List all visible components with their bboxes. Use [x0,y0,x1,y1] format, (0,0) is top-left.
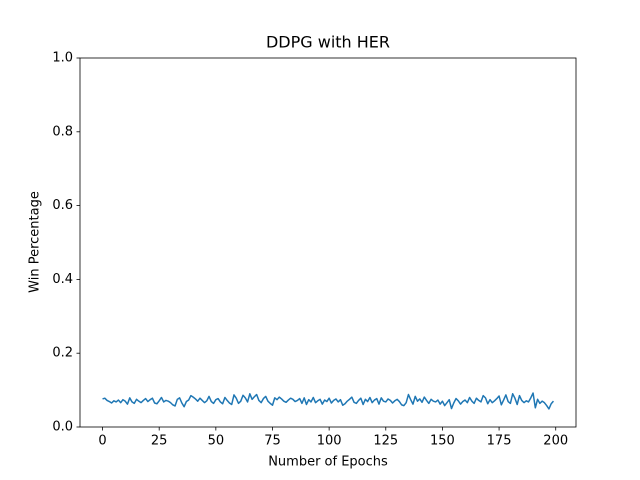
x-tick-label: 0 [98,434,106,449]
data-line [102,392,555,410]
y-tick-label: 1.0 [52,51,73,66]
x-tick-label: 150 [430,434,455,449]
x-axis-label: Number of Epochs [268,455,388,470]
x-tick-label: 50 [208,434,225,449]
x-tick-label: 25 [151,434,168,449]
x-tick-label: 75 [264,434,281,449]
chart-title: DDPG with HER [266,33,390,52]
y-tick-label: 0.2 [52,346,73,361]
x-tick-label: 125 [373,434,398,449]
x-tick-label: 175 [487,434,512,449]
y-tick-label: 0.4 [52,272,73,287]
y-tick-label: 0.8 [52,124,73,139]
y-tick-label: 0.0 [52,420,73,435]
y-tick-label: 0.6 [52,198,73,213]
x-tick-label: 200 [543,434,568,449]
axes-frame [79,57,577,428]
x-tick-label: 100 [317,434,342,449]
y-axis-label: Win Percentage [28,191,43,293]
